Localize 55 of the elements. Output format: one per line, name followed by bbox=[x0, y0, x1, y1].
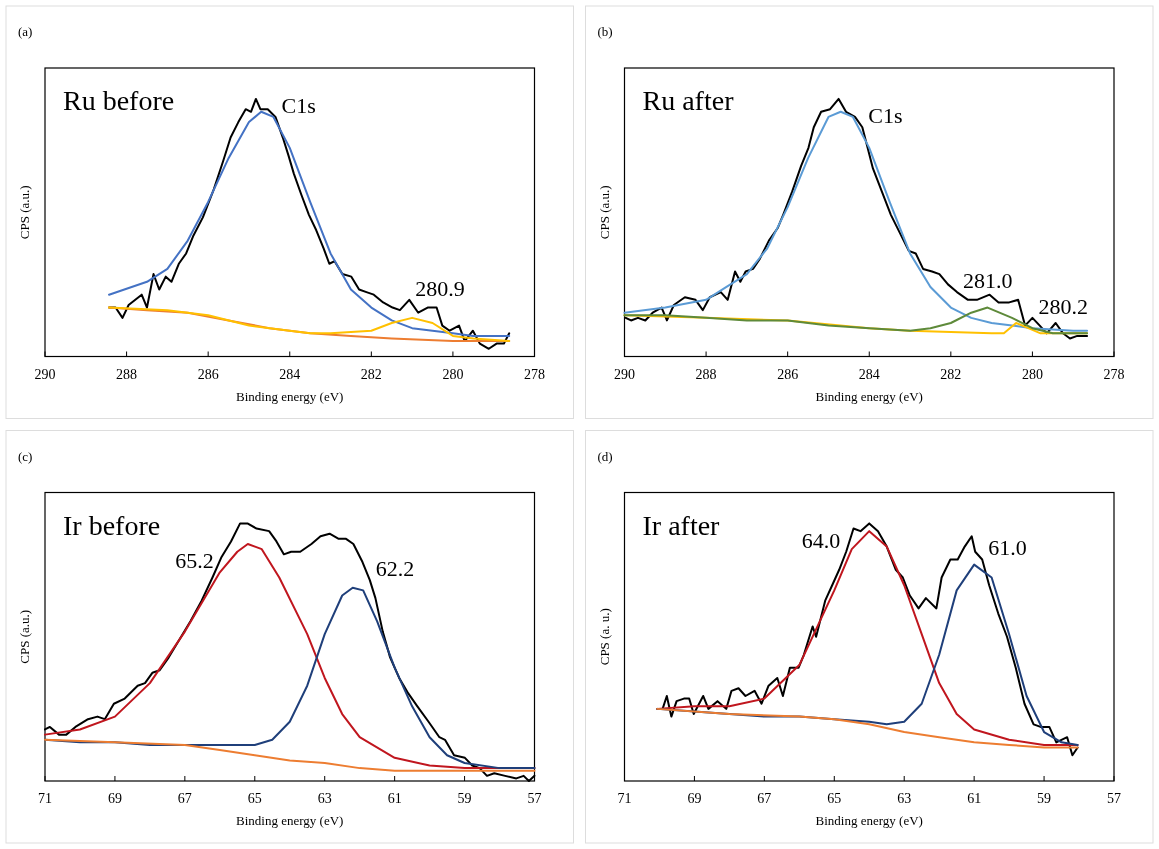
x-tick-label: 282 bbox=[940, 366, 962, 382]
x-tick-label: 61 bbox=[387, 791, 402, 806]
x-tick-label: 59 bbox=[1037, 791, 1052, 806]
x-tick-label: 61 bbox=[967, 791, 982, 806]
y-axis-title: CPS (a.u.) bbox=[596, 185, 612, 240]
annotation: 61.0 bbox=[988, 535, 1027, 561]
annotation: 280.2 bbox=[1038, 293, 1088, 319]
x-tick-label: 69 bbox=[107, 791, 122, 806]
x-tick-label: 290 bbox=[34, 366, 56, 382]
x-tick-label: 278 bbox=[1103, 366, 1125, 382]
annotation: 62.2 bbox=[375, 556, 415, 582]
x-tick-label: 63 bbox=[897, 791, 912, 806]
annotation: Ru after bbox=[642, 85, 735, 116]
x-tick-label: 288 bbox=[695, 366, 717, 382]
x-tick-label: 280 bbox=[442, 366, 464, 382]
y-axis-title: CPS (a.u.) bbox=[17, 609, 32, 664]
annotation: C1s bbox=[868, 103, 903, 129]
x-tick-label: 57 bbox=[527, 791, 542, 806]
x-tick-label: 71 bbox=[617, 791, 632, 806]
annotation: 280.9 bbox=[415, 275, 465, 301]
x-tick-label: 63 bbox=[317, 791, 332, 806]
x-tick-label: 69 bbox=[687, 791, 702, 806]
x-tick-label: 282 bbox=[360, 366, 382, 382]
y-axis-title: CPS (a. u.) bbox=[596, 608, 612, 666]
x-tick-label: 284 bbox=[279, 366, 301, 382]
x-tick-label: 288 bbox=[116, 366, 138, 382]
annotation: Ir after bbox=[642, 509, 721, 541]
x-axis-title: Binding energy (eV) bbox=[236, 388, 344, 404]
x-tick-label: 59 bbox=[457, 791, 472, 806]
annotation: 281.0 bbox=[962, 268, 1013, 294]
x-tick-label: 290 bbox=[614, 366, 635, 382]
chart-title: (b) bbox=[597, 24, 613, 39]
chart-title: (c) bbox=[18, 448, 33, 464]
x-tick-label: 65 bbox=[827, 791, 842, 806]
x-tick-label: 57 bbox=[1107, 791, 1121, 806]
annotation: Ru before bbox=[63, 85, 175, 116]
x-axis-title: Binding energy (eV) bbox=[815, 813, 923, 828]
annotation: 64.0 bbox=[801, 527, 841, 553]
annotation: 65.2 bbox=[175, 548, 214, 574]
x-tick-label: 286 bbox=[197, 366, 219, 382]
x-tick-label: 65 bbox=[247, 791, 262, 806]
chart-title: (d) bbox=[597, 448, 613, 464]
annotation: Ir before bbox=[63, 509, 161, 541]
x-axis-title: Binding energy (eV) bbox=[815, 388, 923, 404]
x-tick-label: 67 bbox=[177, 791, 192, 806]
x-tick-label: 67 bbox=[757, 791, 772, 806]
x-tick-label: 280 bbox=[1021, 366, 1043, 382]
x-axis-title: Binding energy (eV) bbox=[236, 813, 344, 828]
x-tick-label: 286 bbox=[777, 366, 799, 382]
x-tick-label: 278 bbox=[524, 366, 545, 382]
x-tick-label: 71 bbox=[38, 791, 52, 806]
chart-title: (a) bbox=[18, 24, 33, 39]
x-tick-label: 284 bbox=[858, 366, 880, 382]
y-axis-title: CPS (a.u.) bbox=[17, 185, 32, 240]
annotation: C1s bbox=[281, 92, 316, 118]
